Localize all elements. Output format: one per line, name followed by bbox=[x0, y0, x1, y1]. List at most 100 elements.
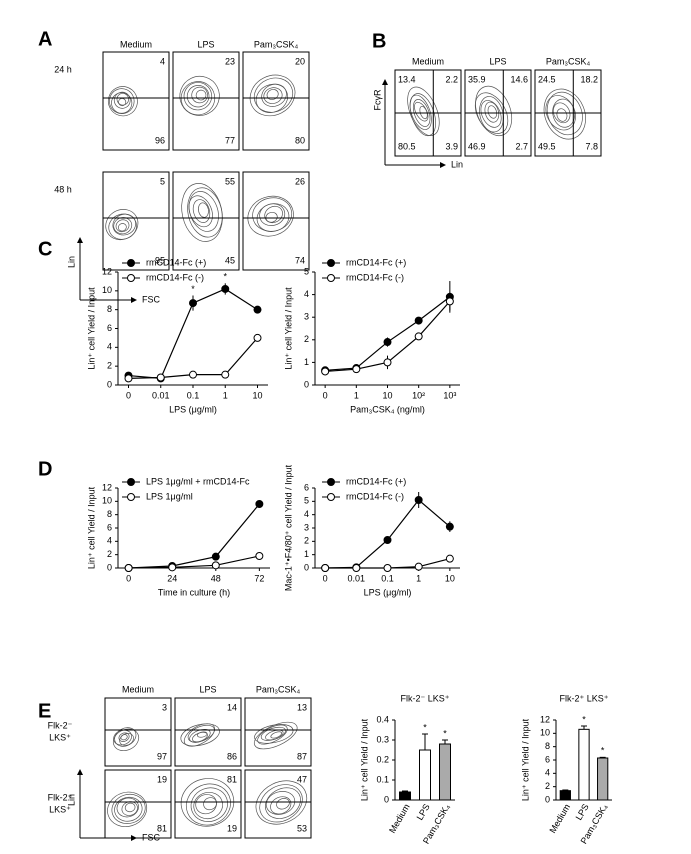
flow-plot bbox=[244, 769, 312, 839]
annotation: * bbox=[443, 728, 447, 738]
y-axis-label: Lin⁺ cell Yield / Input bbox=[520, 718, 530, 801]
x-tick-label: 10 bbox=[382, 390, 392, 400]
x-tick-label: 10 bbox=[252, 390, 262, 400]
flow-plot bbox=[242, 51, 310, 151]
annotation: * bbox=[191, 284, 195, 294]
flow-plot bbox=[174, 769, 242, 839]
annotation: * bbox=[582, 714, 586, 724]
flow-plot bbox=[104, 769, 172, 839]
x-tick-label: 0.01 bbox=[152, 390, 170, 400]
y-axis-label: Lin⁺ cell Yield / Input bbox=[86, 287, 96, 370]
x-axis-label: LPS (μg/ml) bbox=[169, 404, 217, 414]
x-tick-label: 10 bbox=[445, 573, 455, 583]
row-label: 48 h bbox=[54, 184, 72, 194]
contour bbox=[409, 94, 432, 130]
y-tick-label: 4 bbox=[304, 289, 309, 299]
marker bbox=[124, 374, 133, 383]
flow-plot bbox=[102, 51, 170, 151]
quadrant-value: 20 bbox=[295, 56, 305, 66]
y-axis-label: Lin⁺ cell Yield / Input bbox=[283, 287, 293, 370]
y-tick-label: 6 bbox=[545, 754, 550, 764]
y-tick-label: 12 bbox=[102, 266, 112, 276]
marker bbox=[321, 564, 330, 572]
y-axis-label: Lin⁺ cell Yield / Input bbox=[86, 486, 96, 569]
flow-plot bbox=[172, 171, 240, 271]
y-tick-label: 10 bbox=[540, 728, 550, 738]
x-tick-label: 1 bbox=[223, 390, 228, 400]
contour bbox=[255, 83, 289, 113]
x-axis-label: Time in culture (h) bbox=[158, 587, 230, 597]
y-tick-label: 0 bbox=[107, 562, 112, 572]
quadrant-value: 2.2 bbox=[445, 74, 458, 84]
axis-label: FSC bbox=[142, 832, 161, 842]
annotation: * bbox=[223, 272, 227, 282]
quadrant-value: 3.9 bbox=[445, 141, 458, 151]
marker bbox=[156, 373, 165, 382]
legend-label: rmCD14-Fc (-) bbox=[146, 272, 204, 282]
legend-label: LPS 1μg/ml bbox=[146, 491, 193, 501]
contour bbox=[479, 96, 504, 133]
y-axis-label: Mac-1⁺•F4/80⁺ cell Yield / Input bbox=[283, 464, 293, 591]
axis-label: Lin bbox=[451, 159, 463, 169]
legend-label: rmCD14-Fc (+) bbox=[146, 257, 206, 267]
quadrant-value: 18.2 bbox=[580, 74, 598, 84]
column-header: Medium bbox=[120, 39, 152, 49]
marker bbox=[414, 316, 423, 325]
quadrant-value: 53 bbox=[297, 823, 307, 833]
x-axis-label: LPS (μg/ml) bbox=[364, 587, 412, 597]
quadrant-value: 81 bbox=[157, 823, 167, 833]
contour bbox=[419, 105, 428, 120]
legend-marker bbox=[327, 259, 335, 267]
quadrant-value: 96 bbox=[155, 135, 165, 145]
x-tick-label: 0 bbox=[126, 390, 131, 400]
y-tick-label: 0.2 bbox=[376, 754, 389, 764]
flow-plot bbox=[244, 697, 312, 767]
y-tick-label: 0.1 bbox=[376, 774, 389, 784]
y-tick-label: 0.3 bbox=[376, 734, 389, 744]
bar bbox=[578, 728, 590, 801]
contour bbox=[118, 732, 130, 742]
panel-label: C bbox=[38, 238, 52, 260]
contour bbox=[265, 729, 284, 741]
column-header: Medium bbox=[122, 684, 154, 694]
marker bbox=[414, 562, 423, 571]
y-tick-label: 12 bbox=[540, 714, 550, 724]
contour bbox=[552, 98, 576, 128]
quadrant-value: 97 bbox=[157, 751, 167, 761]
y-tick-label: 0 bbox=[384, 794, 389, 804]
contour bbox=[203, 797, 217, 811]
contour bbox=[257, 724, 288, 745]
y-tick-label: 4 bbox=[107, 536, 112, 546]
marker bbox=[221, 284, 230, 293]
quadrant-value: 7.8 bbox=[585, 141, 598, 151]
y-tick-label: 1 bbox=[304, 357, 309, 367]
panel-label: A bbox=[38, 28, 52, 50]
column-header: Pam₃CSK₄ bbox=[546, 56, 591, 66]
quadrant-value: 19 bbox=[227, 823, 237, 833]
axis-label: FcγR bbox=[372, 89, 382, 110]
flow-plot bbox=[242, 171, 310, 271]
y-tick-label: 2 bbox=[107, 549, 112, 559]
contour bbox=[480, 100, 502, 128]
quadrant-value: 24.5 bbox=[538, 74, 556, 84]
contour bbox=[192, 199, 211, 223]
chart-title: Flk-2⁻ LKS⁺ bbox=[400, 693, 449, 703]
y-tick-label: 3 bbox=[304, 312, 309, 322]
marker bbox=[253, 305, 262, 314]
legend-marker bbox=[327, 274, 335, 282]
contour bbox=[247, 195, 294, 237]
marker bbox=[221, 370, 230, 379]
contour bbox=[259, 784, 303, 823]
column-header: LPS bbox=[197, 39, 214, 49]
x-tick-label: 10² bbox=[412, 390, 425, 400]
contour bbox=[180, 778, 235, 827]
quadrant-value: 4 bbox=[160, 56, 165, 66]
quadrant-value: 46.9 bbox=[468, 141, 486, 151]
y-tick-label: 4 bbox=[107, 342, 112, 352]
x-tick-label: 0.1 bbox=[187, 390, 200, 400]
flow-plot bbox=[102, 171, 170, 271]
y-tick-label: 5 bbox=[304, 496, 309, 506]
row-label: Flk-2⁺ bbox=[48, 792, 73, 802]
